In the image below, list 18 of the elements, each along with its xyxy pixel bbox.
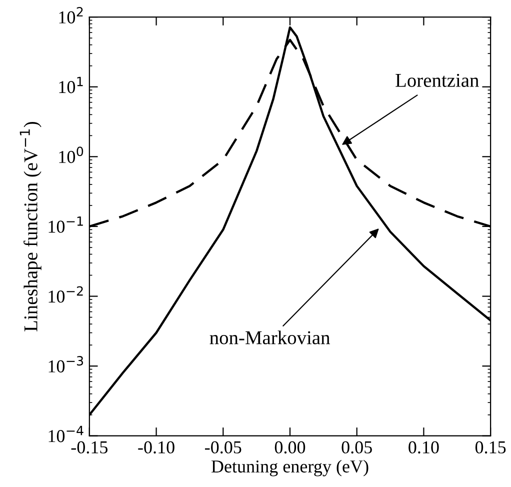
x-tick-label: 0.15: [475, 441, 506, 454]
y-tick-label: 10$^{−3}$: [48, 356, 84, 372]
y-tick-label: 10$^{−4}$: [48, 426, 84, 442]
annotation: Lorentzian: [396, 74, 479, 87]
annotation: non-Markovian: [210, 330, 330, 344]
x-tick-label: 0.10: [408, 441, 439, 454]
x-tick-label: 0.05: [342, 441, 372, 454]
x-axis-title: Detuning energy (eV): [211, 460, 368, 476]
x-tick-label: -0.10: [138, 441, 174, 454]
y-axis-title: Lineshape function (eV$^{−1}$): [20, 122, 42, 332]
y-tick-label: 10$^{2}$: [59, 6, 83, 24]
y-tick-label: 10$^{0}$: [59, 146, 84, 164]
y-tick-label: 10$^{−1}$: [48, 216, 83, 233]
x-tick-label: 0.00: [274, 441, 306, 454]
y-tick-label: 10$^{−2}$: [48, 286, 83, 303]
x-tick-label: -0.05: [205, 441, 242, 454]
y-tick-label: 10$^{1}$: [59, 76, 83, 94]
x-tick-label: -0.15: [71, 441, 108, 454]
